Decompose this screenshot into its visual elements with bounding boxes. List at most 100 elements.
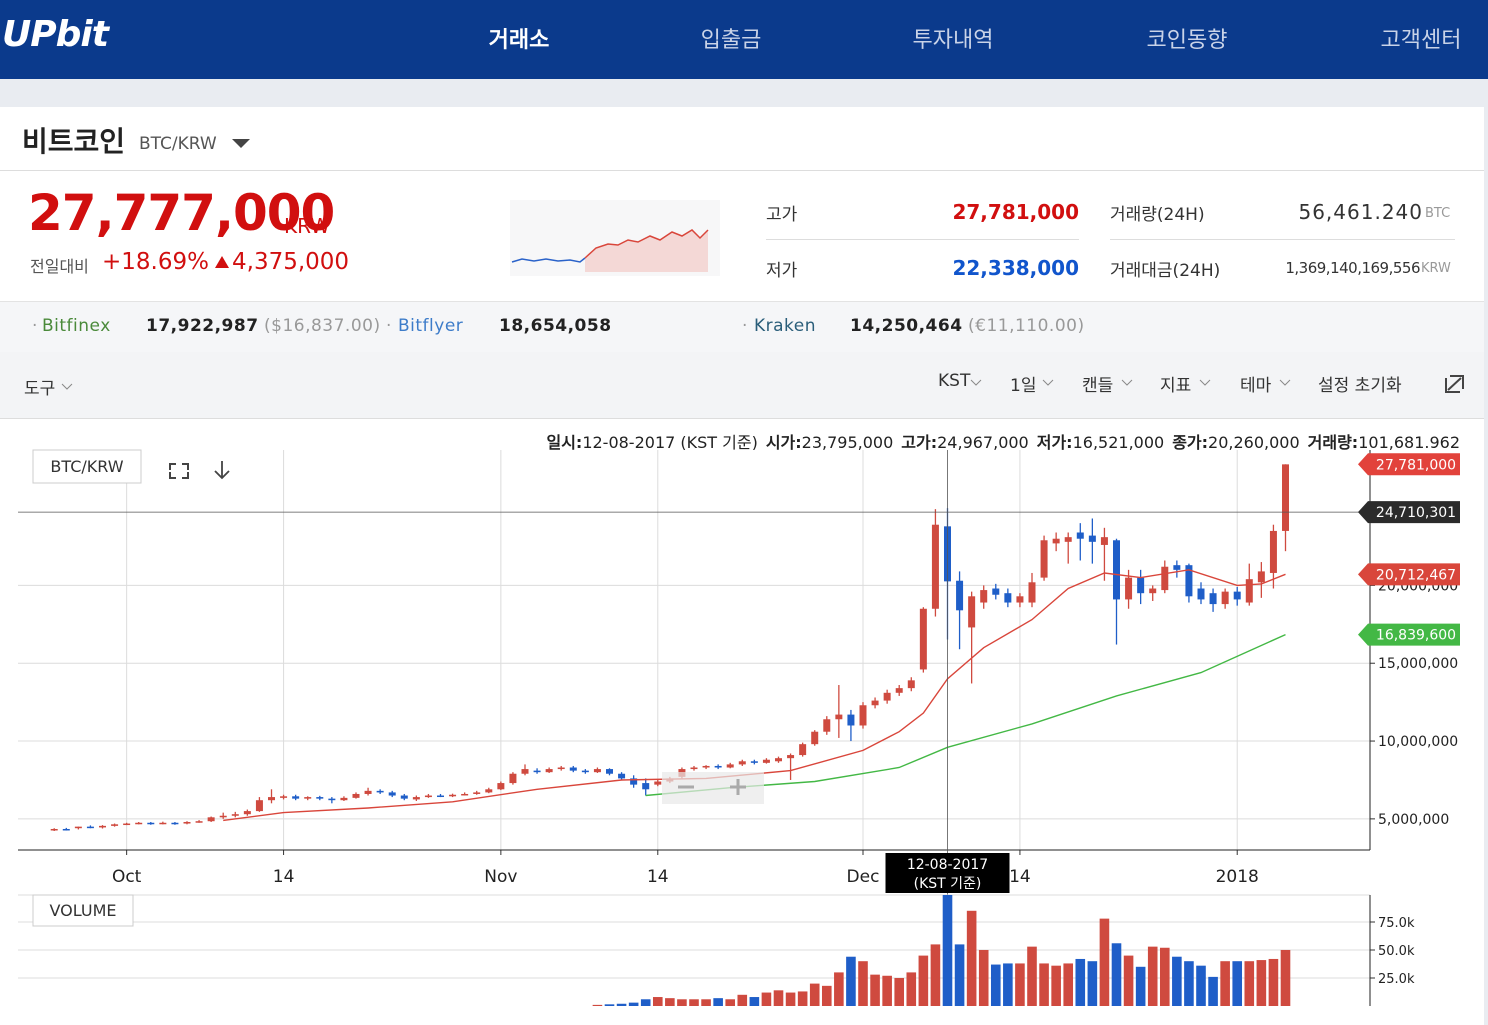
- candle-body: [738, 761, 746, 765]
- candle-body: [762, 759, 770, 763]
- candle-body: [847, 714, 855, 726]
- candle-body: [352, 793, 360, 798]
- candle-body: [328, 798, 336, 801]
- candle-body: [1088, 535, 1096, 542]
- dropdown-arrow[interactable]: [230, 137, 252, 151]
- volume-bar: [966, 910, 977, 1006]
- volume-bar: [1135, 966, 1146, 1006]
- info-label: 일시:: [546, 433, 583, 452]
- candle-body: [1197, 588, 1205, 600]
- volume-bar: [1244, 961, 1255, 1006]
- nav-item[interactable]: 고객센터: [1380, 28, 1462, 53]
- candle-body: [1113, 540, 1120, 600]
- change-percent: +18.69%: [102, 249, 209, 275]
- volume-bar: [701, 999, 711, 1006]
- candle-body: [183, 821, 191, 824]
- candle-body: [509, 773, 517, 784]
- tool-menu[interactable]: 도구: [24, 379, 56, 399]
- candle-body: [207, 817, 215, 822]
- candle-body: [304, 797, 312, 799]
- candle-body: [171, 822, 179, 825]
- candle-body: [1233, 591, 1241, 600]
- candle-body: [1209, 593, 1217, 605]
- volume-bar: [749, 997, 760, 1006]
- candle-body: [1064, 537, 1072, 542]
- candle-body: [1137, 577, 1145, 594]
- volume-bar: [604, 1004, 615, 1006]
- volume-bar: [870, 974, 880, 1006]
- volume-bar: [640, 999, 651, 1006]
- candle-body: [147, 822, 155, 825]
- chart-title: BTC/KRW: [50, 457, 123, 476]
- reset-button[interactable]: 설정 초기화: [1318, 376, 1402, 396]
- candle-body: [883, 692, 891, 701]
- nav-item[interactable]: 코인동향: [1146, 28, 1228, 53]
- tool-item[interactable]: 캔들: [1082, 376, 1114, 396]
- ohlc-info: 일시:12-08-2017 (KST 기준) 시가:23,795,000 고가:24…: [538, 429, 1460, 453]
- volume-bar: [990, 964, 1001, 1006]
- up-triangle: [215, 256, 229, 268]
- volume-bar: [1099, 918, 1110, 1006]
- candle-body: [618, 773, 626, 779]
- volume-bar: [978, 949, 989, 1006]
- candle-body: [775, 758, 782, 762]
- volume-bar: [858, 961, 868, 1006]
- nav-item[interactable]: 입출금: [700, 28, 762, 53]
- candle-body: [1016, 596, 1024, 603]
- candle-body: [243, 811, 251, 815]
- candle-body: [1161, 566, 1169, 591]
- current-price: 27,777,000: [28, 184, 335, 242]
- candle-body: [593, 769, 601, 773]
- candle-body: [1282, 464, 1289, 531]
- chart-title: VOLUME: [50, 901, 117, 920]
- candle-body: [931, 524, 939, 609]
- toolbar-icons: [61, 375, 1464, 393]
- candle-body: [919, 608, 927, 670]
- sparkline: [510, 200, 720, 276]
- zoom-in: [730, 779, 746, 795]
- candle-body: [726, 764, 734, 768]
- candle-body: [823, 719, 831, 732]
- candle-body: [412, 797, 420, 800]
- nav-item[interactable]: 투자내역: [912, 28, 994, 53]
- candle-body: [111, 824, 119, 826]
- exchange-price: 18,654,058: [499, 316, 612, 336]
- info-value: 24,967,000: [937, 433, 1029, 452]
- tool-item[interactable]: 테마: [1240, 376, 1272, 396]
- tool-item[interactable]: KST: [938, 371, 971, 391]
- volume-bar: [797, 991, 808, 1006]
- nav-item[interactable]: 거래소: [488, 28, 550, 53]
- title-box: [32, 894, 134, 927]
- price-callout-label: 20,712,467: [1376, 567, 1456, 583]
- stat-value: 27,781,000: [952, 200, 1079, 224]
- tool-item[interactable]: 1일: [1010, 376, 1037, 396]
- volume-bar: [665, 998, 675, 1006]
- candle-body: [280, 796, 288, 798]
- stat-label: 고가: [766, 205, 798, 225]
- candle-body: [992, 588, 1000, 595]
- tool-item[interactable]: 지표: [1160, 376, 1192, 396]
- volume-bar: [1208, 976, 1218, 1006]
- volume-bar: [1027, 946, 1037, 1006]
- candle-body: [473, 792, 481, 794]
- volume-bar: [1075, 958, 1086, 1006]
- exchange-alt: ($16,837.00): [264, 316, 381, 336]
- volume-bar: [894, 977, 905, 1006]
- candle-body: [159, 822, 167, 825]
- stat-unit: KRW: [1421, 261, 1451, 276]
- candle-body: [86, 826, 94, 829]
- y-tick-label: 5,000,000: [1378, 812, 1449, 828]
- candle-body: [1257, 571, 1265, 583]
- exchange-alt: (€11,110.00): [968, 316, 1085, 336]
- crosshair-date-box: [885, 853, 1010, 893]
- candle-body: [1269, 530, 1277, 573]
- volume-bar: [1196, 965, 1206, 1006]
- info-label: 시가:: [765, 433, 802, 452]
- volume-bar: [652, 997, 663, 1006]
- stat-value: 22,338,000: [952, 256, 1079, 280]
- divider: [0, 170, 1484, 171]
- candle-body: [895, 688, 903, 693]
- bullet: ·: [742, 316, 748, 336]
- title-box: [32, 449, 142, 484]
- logo[interactable]: UPbit: [2, 14, 109, 55]
